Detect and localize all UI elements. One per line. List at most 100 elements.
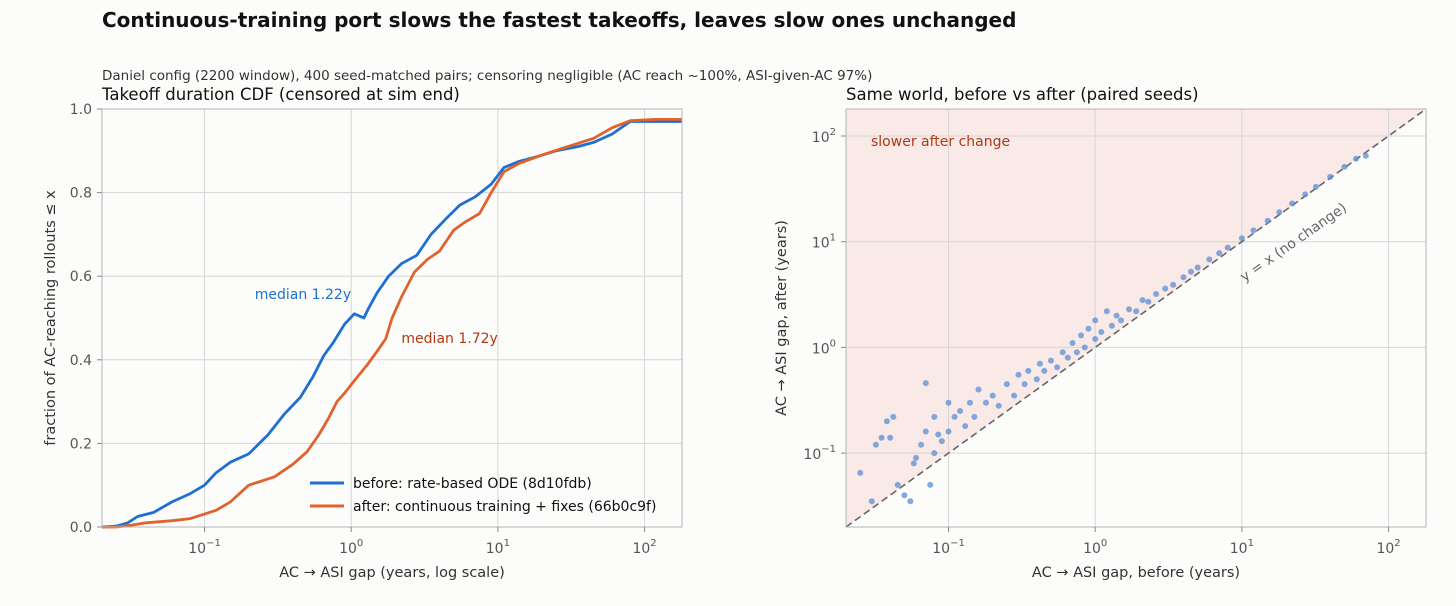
scatter-panel: Same world, before vs after (paired seed… bbox=[774, 85, 1427, 581]
scatter-point bbox=[1194, 264, 1201, 271]
cdf-line-after bbox=[102, 118, 682, 529]
scatter-plot-frame bbox=[845, 108, 1427, 528]
scatter-point bbox=[1113, 312, 1120, 319]
scatter-point bbox=[1289, 200, 1296, 207]
scatter-point bbox=[1188, 268, 1194, 275]
scatter-point bbox=[907, 498, 914, 505]
scatter-point bbox=[927, 481, 934, 488]
scatter-point bbox=[918, 441, 925, 448]
figure-subtitle: Daniel config (2200 window), 400 seed-ma… bbox=[102, 68, 873, 84]
scatter-point bbox=[894, 481, 901, 488]
scatter-point bbox=[1021, 381, 1028, 388]
scatter-point bbox=[1078, 332, 1084, 339]
cdf-y-tick-label: 0.6 bbox=[70, 269, 92, 285]
scatter-point bbox=[989, 392, 996, 399]
scatter-y-tick-label: 102 bbox=[812, 127, 836, 146]
scatter-point bbox=[883, 418, 890, 425]
scatter-point bbox=[1041, 367, 1048, 374]
scatter-ticks: 10−1 100 101 102 10−1 100 101 102 bbox=[803, 127, 1400, 557]
scatter-point bbox=[922, 428, 929, 435]
scatter-point bbox=[1238, 235, 1245, 242]
scatter-point bbox=[857, 469, 864, 476]
scatter-point bbox=[1118, 317, 1124, 324]
scatter-point bbox=[1153, 291, 1160, 297]
scatter-point bbox=[1276, 209, 1283, 216]
scatter-point bbox=[1011, 392, 1018, 399]
scatter-point bbox=[1133, 308, 1140, 315]
scatter-point bbox=[872, 441, 879, 448]
scatter-point bbox=[1098, 329, 1105, 335]
slower-region-label: slower after change bbox=[871, 134, 1010, 150]
cdf-lines bbox=[101, 118, 682, 529]
scatter-y-tick-label: 100 bbox=[812, 338, 836, 357]
scatter-point bbox=[1033, 376, 1040, 383]
cdf-x-tick-label: 102 bbox=[632, 538, 656, 557]
scatter-point bbox=[945, 399, 952, 406]
cdf-panel: Takeoff duration CDF (censored at sim en… bbox=[43, 85, 683, 581]
scatter-point bbox=[951, 413, 958, 420]
scatter-point bbox=[1073, 349, 1080, 356]
scatter-point bbox=[975, 386, 982, 393]
cdf-x-tick-label: 101 bbox=[486, 538, 510, 557]
cdf-y-tick-label: 0.0 bbox=[70, 520, 92, 536]
scatter-point bbox=[962, 423, 969, 430]
scatter-point bbox=[1064, 354, 1071, 361]
scatter-point bbox=[1206, 256, 1213, 263]
scatter-panel-title: Same world, before vs after (paired seed… bbox=[846, 85, 1199, 104]
scatter-point bbox=[1302, 191, 1309, 198]
scatter-x-tick-label: 100 bbox=[1083, 538, 1107, 557]
scatter-point bbox=[901, 492, 908, 499]
scatter-point bbox=[887, 434, 894, 441]
scatter-point bbox=[1054, 364, 1061, 371]
scatter-x-tick-label: 101 bbox=[1230, 538, 1254, 557]
scatter-point bbox=[1216, 250, 1223, 257]
scatter-point bbox=[967, 399, 973, 406]
scatter-point bbox=[1069, 340, 1076, 346]
scatter-point bbox=[922, 380, 929, 387]
scatter-point bbox=[1085, 325, 1092, 332]
cdf-legend: before: rate-based ODE (8d10fdb) after: c… bbox=[310, 476, 656, 515]
scatter-point bbox=[1015, 371, 1022, 378]
cdf-line-before bbox=[101, 120, 682, 529]
cdf-y-tick-label: 0.8 bbox=[70, 186, 92, 202]
scatter-point bbox=[1036, 360, 1043, 367]
scatter-point bbox=[1313, 183, 1319, 190]
scatter-point bbox=[1048, 357, 1054, 364]
median-before-label: median 1.22y bbox=[255, 287, 351, 303]
scatter-y-tick-label: 10−1 bbox=[803, 444, 836, 463]
scatter-point bbox=[1092, 336, 1099, 342]
scatter-point bbox=[1081, 344, 1088, 351]
cdf-x-tick-label: 100 bbox=[339, 538, 363, 557]
scatter-point bbox=[938, 438, 945, 445]
scatter-point bbox=[1108, 322, 1115, 329]
scatter-x-axis-label: AC → ASI gap, before (years) bbox=[1032, 565, 1240, 581]
median-after-label: median 1.72y bbox=[401, 331, 497, 347]
scatter-point bbox=[1362, 152, 1369, 159]
scatter-point bbox=[1353, 155, 1359, 162]
scatter-point bbox=[868, 498, 875, 505]
cdf-annotations: median 1.22y median 1.72y bbox=[255, 287, 498, 347]
scatter-y-tick-label: 101 bbox=[812, 233, 836, 252]
legend-entry: after: continuous training + fixes (66b0… bbox=[353, 499, 656, 515]
scatter-y-axis-label: AC → ASI gap, after (years) bbox=[774, 220, 790, 416]
legend-entry: before: rate-based ODE (8d10fdb) bbox=[353, 476, 592, 492]
cdf-y-tick-label: 0.2 bbox=[70, 436, 92, 452]
scatter-point bbox=[931, 413, 938, 420]
scatter-point bbox=[1170, 281, 1177, 288]
scatter-point bbox=[913, 454, 919, 461]
scatter-point bbox=[1025, 367, 1032, 374]
cdf-y-tick-label: 1.0 bbox=[70, 102, 92, 118]
scatter-point bbox=[995, 402, 1002, 409]
scatter-point bbox=[1250, 227, 1257, 234]
scatter-point bbox=[1264, 217, 1271, 224]
scatter-point bbox=[890, 413, 897, 420]
scatter-point bbox=[1126, 306, 1132, 313]
cdf-x-tick-label: 10−1 bbox=[188, 538, 221, 557]
scatter-point bbox=[1327, 173, 1334, 180]
scatter-point bbox=[1139, 297, 1146, 304]
cdf-plot-frame bbox=[101, 108, 683, 528]
scatter-point bbox=[983, 399, 989, 406]
scatter-point bbox=[1341, 163, 1348, 170]
scatter-x-tick-label: 10−1 bbox=[932, 538, 965, 557]
